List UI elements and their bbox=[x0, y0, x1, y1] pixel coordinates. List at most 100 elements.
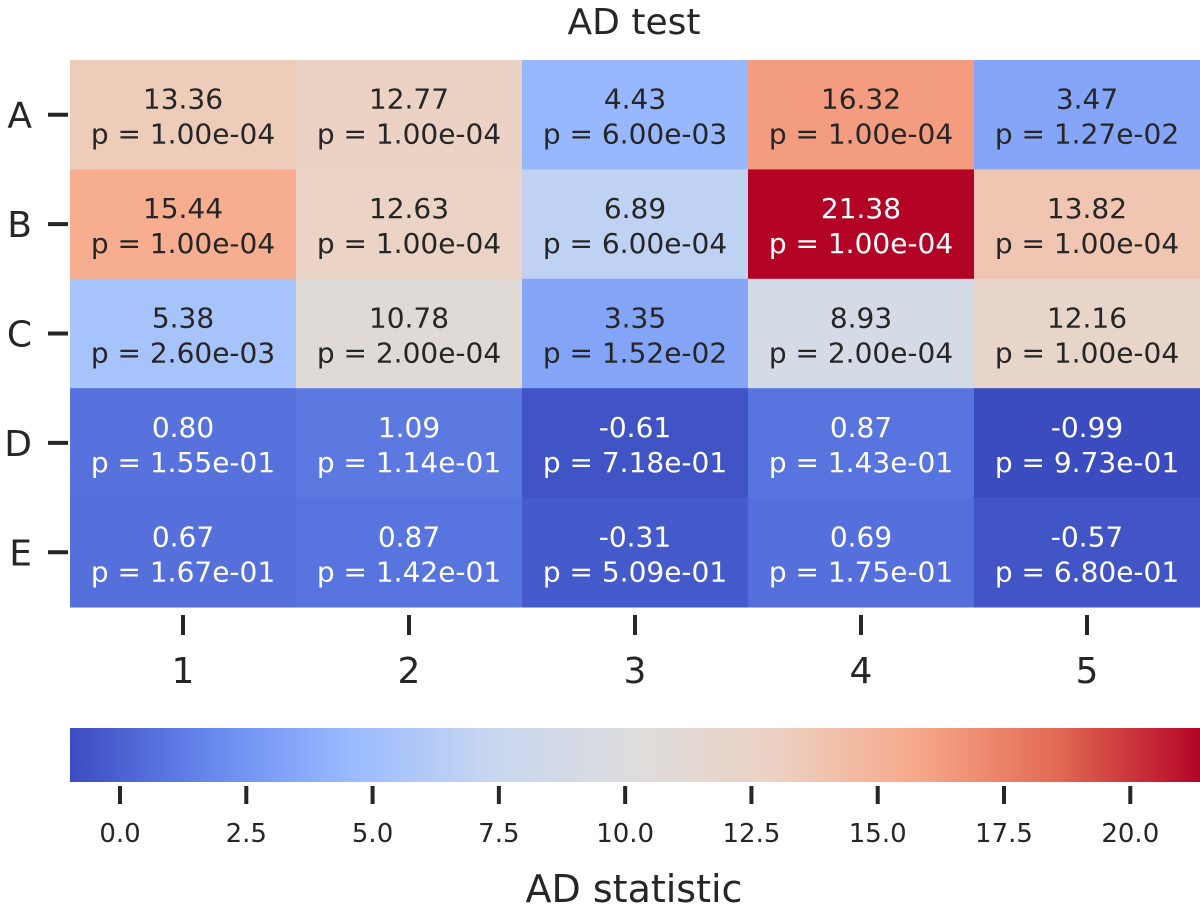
x-tick-label: 2 bbox=[398, 651, 421, 692]
cell-pvalue-label: p = 6.80e-01 bbox=[995, 555, 1179, 588]
heatmap-cell bbox=[748, 169, 975, 280]
heatmap-cell bbox=[974, 497, 1200, 608]
cell-pvalue-label: p = 1.00e-04 bbox=[317, 118, 501, 151]
cell-value-label: 10.78 bbox=[369, 302, 449, 335]
heatmap-cell bbox=[70, 60, 297, 170]
cell-value-label: 6.89 bbox=[604, 192, 666, 225]
cell-value-label: 12.16 bbox=[1047, 302, 1127, 335]
colorbar-tick-label: 2.5 bbox=[226, 819, 267, 849]
cell-pvalue-label: p = 1.00e-04 bbox=[995, 227, 1179, 260]
y-axis: A B C D E bbox=[4, 96, 68, 574]
x-tick-label: 4 bbox=[850, 651, 873, 692]
cell-pvalue-label: p = 2.60e-03 bbox=[91, 337, 275, 370]
cell-pvalue-label: p = 1.00e-04 bbox=[317, 227, 501, 260]
cell-pvalue-label: p = 2.00e-04 bbox=[769, 337, 953, 370]
cell-pvalue-label: p = 1.42e-01 bbox=[317, 555, 501, 588]
cell-pvalue-label: p = 1.55e-01 bbox=[91, 446, 275, 479]
cell-value-label: 15.44 bbox=[143, 192, 223, 225]
cell-pvalue-label: p = 1.00e-04 bbox=[995, 337, 1179, 370]
y-tick-label: C bbox=[7, 315, 32, 356]
cell-pvalue-label: p = 1.14e-01 bbox=[317, 446, 501, 479]
cell-pvalue-label: p = 5.09e-01 bbox=[543, 555, 727, 588]
heatmap-cell bbox=[974, 388, 1200, 499]
colorbar-tick-label: 10.0 bbox=[596, 819, 654, 849]
cell-pvalue-label: p = 1.52e-02 bbox=[543, 337, 727, 370]
cell-value-label: 3.47 bbox=[1056, 83, 1118, 116]
heatmap-cell bbox=[522, 388, 749, 499]
y-tick-label: D bbox=[4, 424, 32, 465]
colorbar-tick-label: 0.0 bbox=[99, 819, 140, 849]
cell-value-label: 13.82 bbox=[1047, 192, 1127, 225]
cell-value-label: 0.80 bbox=[152, 411, 214, 444]
colorbar-tick-label: 20.0 bbox=[1101, 819, 1159, 849]
heatmap-cell bbox=[522, 497, 749, 608]
cell-value-label: 8.93 bbox=[830, 302, 892, 335]
colorbar bbox=[70, 728, 1200, 782]
heatmap-cell bbox=[70, 278, 297, 389]
cell-pvalue-label: p = 1.43e-01 bbox=[769, 446, 953, 479]
heatmap-cell bbox=[296, 388, 523, 499]
heatmap-cell bbox=[748, 388, 975, 499]
heatmap-cell bbox=[70, 169, 297, 280]
x-axis: 1 2 3 4 5 bbox=[172, 615, 1099, 692]
cell-pvalue-label: p = 1.27e-02 bbox=[995, 118, 1179, 151]
heatmap-cell bbox=[296, 497, 523, 608]
x-tick-label: 5 bbox=[1076, 651, 1099, 692]
cell-value-label: 12.77 bbox=[369, 83, 449, 116]
heatmap-cell bbox=[522, 278, 749, 389]
heatmap-cell bbox=[974, 60, 1200, 170]
cell-pvalue-label: p = 1.75e-01 bbox=[769, 555, 953, 588]
cell-value-label: 16.32 bbox=[821, 83, 901, 116]
y-tick-label: A bbox=[7, 96, 32, 137]
cell-value-label: 0.87 bbox=[378, 520, 440, 553]
colorbar-tick-label: 5.0 bbox=[352, 819, 393, 849]
cell-value-label: -0.31 bbox=[599, 520, 671, 553]
cell-value-label: -0.99 bbox=[1051, 411, 1123, 444]
cell-value-label: 3.35 bbox=[604, 302, 666, 335]
cell-value-label: 0.69 bbox=[830, 520, 892, 553]
cell-value-label: 12.63 bbox=[369, 192, 449, 225]
heatmap-cell bbox=[70, 497, 297, 608]
cell-value-label: 5.38 bbox=[152, 302, 214, 335]
heatmap-cell bbox=[296, 169, 523, 280]
x-tick-label: 3 bbox=[624, 651, 647, 692]
cell-value-label: 0.87 bbox=[830, 411, 892, 444]
heatmap-cell bbox=[974, 278, 1200, 389]
cell-value-label: 13.36 bbox=[143, 83, 223, 116]
colorbar-label: AD statistic bbox=[526, 867, 743, 911]
colorbar-tick-label: 12.5 bbox=[722, 819, 780, 849]
colorbar-tick-label: 15.0 bbox=[849, 819, 907, 849]
cell-value-label: -0.57 bbox=[1051, 520, 1123, 553]
cell-value-label: -0.61 bbox=[599, 411, 671, 444]
heatmap-cell bbox=[974, 169, 1200, 280]
colorbar-tick-label: 17.5 bbox=[975, 819, 1033, 849]
colorbar-gradient bbox=[70, 728, 1200, 782]
heatmap-cell bbox=[748, 278, 975, 389]
cell-pvalue-label: p = 1.00e-04 bbox=[769, 227, 953, 260]
heatmap-cell bbox=[296, 278, 523, 389]
colorbar-ticks: 0.0 2.5 5.0 7.5 10.0 12.5 15.0 17.5 20.0 bbox=[99, 786, 1159, 849]
cell-pvalue-label: p = 1.00e-04 bbox=[91, 227, 275, 260]
cell-pvalue-label: p = 7.18e-01 bbox=[543, 446, 727, 479]
cell-pvalue-label: p = 1.00e-04 bbox=[91, 118, 275, 151]
cell-pvalue-label: p = 1.00e-04 bbox=[769, 118, 953, 151]
heatmap-cell bbox=[748, 497, 975, 608]
cell-pvalue-label: p = 9.73e-01 bbox=[995, 446, 1179, 479]
cell-value-label: 4.43 bbox=[604, 83, 666, 116]
y-tick-label: E bbox=[9, 533, 32, 574]
cell-value-label: 1.09 bbox=[378, 411, 440, 444]
heatmap-cell bbox=[522, 60, 749, 170]
heatmap-cell bbox=[296, 60, 523, 170]
cell-value-label: 21.38 bbox=[821, 192, 901, 225]
cell-pvalue-label: p = 6.00e-03 bbox=[543, 118, 727, 151]
chart-title: AD test bbox=[568, 2, 701, 43]
heatmap-cell bbox=[748, 60, 975, 170]
cell-pvalue-label: p = 6.00e-04 bbox=[543, 227, 727, 260]
cell-pvalue-label: p = 1.67e-01 bbox=[91, 555, 275, 588]
heatmap-cell bbox=[70, 388, 297, 499]
heatmap-cell bbox=[522, 169, 749, 280]
colorbar-tick-label: 7.5 bbox=[478, 819, 519, 849]
x-tick-label: 1 bbox=[172, 651, 195, 692]
